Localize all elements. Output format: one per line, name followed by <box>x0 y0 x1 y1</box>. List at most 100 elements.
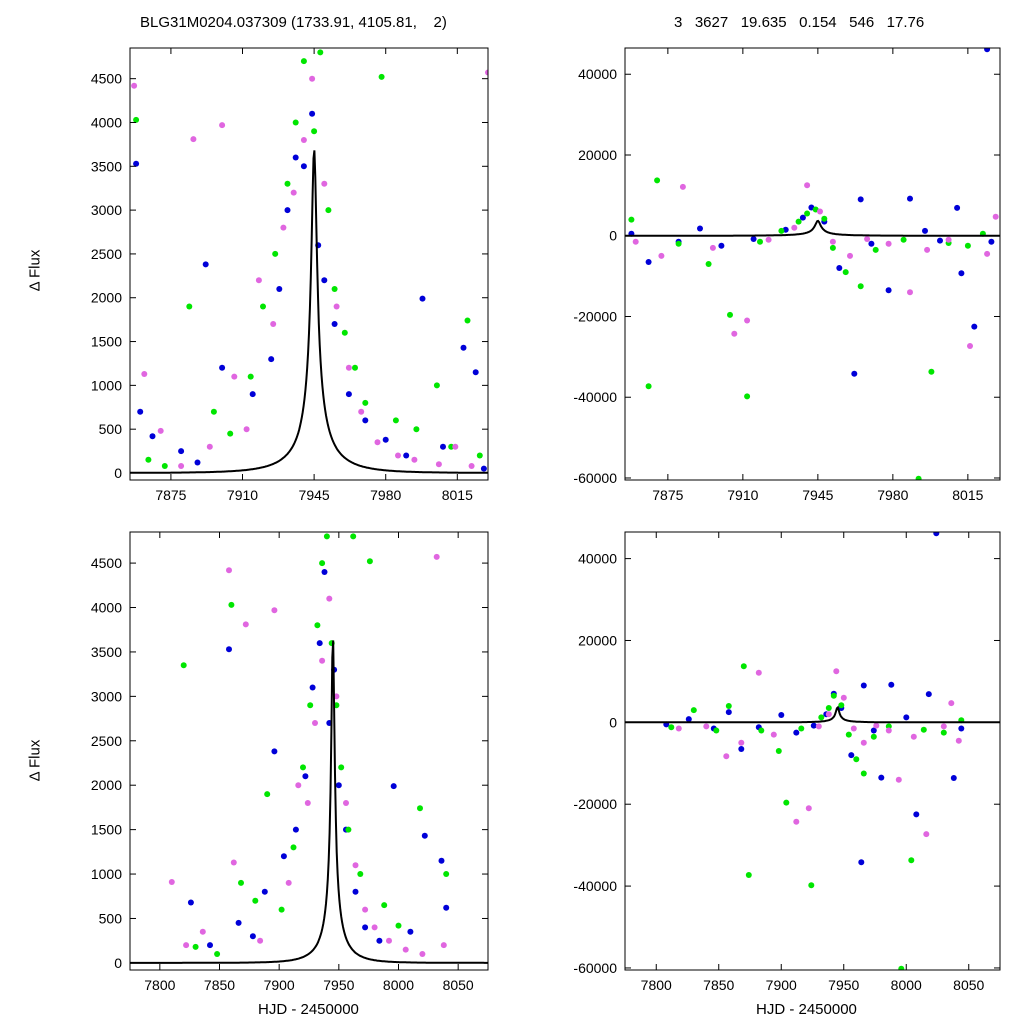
data-point-top-left-s3-19 <box>358 408 365 415</box>
data-point-top-left-s1-1 <box>133 160 140 167</box>
data-point-bottom-right-s2-4 <box>725 703 732 709</box>
data-point-bottom-right-s3-13 <box>850 725 857 732</box>
data-point-bottom-right-s2-1 <box>668 724 675 731</box>
data-point-bottom-right-s2-11 <box>808 882 815 889</box>
ytick-label-top-left-2000: 2000 <box>91 290 122 306</box>
data-point-bottom-left-s1-4 <box>235 919 242 926</box>
ytick-label-top-left-4500: 4500 <box>91 71 122 87</box>
ytick-label-bottom-left-1000: 1000 <box>91 866 122 882</box>
data-point-top-left-s3-26 <box>485 69 488 76</box>
ytick-label-top-right-40000: 40000 <box>578 66 617 82</box>
data-point-top-right-s1-17 <box>922 227 928 234</box>
data-point-top-right-s1-2 <box>645 259 652 265</box>
data-point-top-left-s1-7 <box>219 364 226 371</box>
data-point-top-left-s2-1 <box>133 116 140 123</box>
data-point-bottom-right-s2-19 <box>870 733 877 740</box>
data-point-top-left-s3-1 <box>131 82 138 89</box>
data-point-bottom-right-s2-17 <box>853 756 860 763</box>
panel-bottom-right: 7800 7850 7900 7950 8000 8050 -60000 -40000 -200… <box>573 531 1001 993</box>
data-point-top-left-s2-11 <box>292 119 299 126</box>
xtick-label-bottom-left-7900: 7900 <box>264 977 295 993</box>
data-point-bottom-left-s1-20 <box>376 937 383 944</box>
data-point-bottom-left-s3-21 <box>402 946 409 953</box>
data-point-bottom-right-s3-1 <box>675 725 682 732</box>
ytick-label-top-left-500: 500 <box>99 421 123 437</box>
data-point-top-right-s2-16 <box>857 283 864 290</box>
data-point-top-right-s3-1 <box>632 238 639 245</box>
ytick-label-bottom-right-20000: 20000 <box>578 632 617 648</box>
data-point-bottom-left-s2-21 <box>366 558 373 565</box>
data-point-top-left-s3-13 <box>290 189 297 196</box>
data-point-top-left-s3-2 <box>141 371 148 377</box>
xlabel-bottom-left: HJD - 2450000 <box>258 1001 359 1018</box>
data-point-bottom-left-s2-3 <box>214 951 221 957</box>
data-point-top-right-s2-6 <box>727 311 733 318</box>
data-point-bottom-left-s3-9 <box>285 879 292 886</box>
model-curve-top-left <box>130 150 488 474</box>
data-point-bottom-left-s2-2 <box>192 943 199 950</box>
data-point-bottom-right-s3-6 <box>770 731 777 738</box>
data-point-bottom-left-s1-11 <box>309 684 316 691</box>
xtick-label-top-right-7910: 7910 <box>727 487 758 503</box>
model-curve-top-right <box>625 219 1000 237</box>
data-point-bottom-right-s1-9 <box>810 722 817 729</box>
data-point-bottom-left-s2-22 <box>381 902 388 909</box>
data-point-bottom-right-s3-12 <box>840 694 847 701</box>
xtick-label-top-right-7980: 7980 <box>877 487 908 503</box>
plot-area-bottom-right <box>625 532 1000 970</box>
data-point-bottom-left-s3-7 <box>257 937 264 944</box>
data-point-bottom-right-s2-8 <box>775 748 782 754</box>
data-point-bottom-right-s2-20 <box>885 723 892 730</box>
data-point-top-right-s2-11 <box>804 210 811 217</box>
data-point-top-left-s1-10 <box>276 286 283 292</box>
data-point-top-left-s1-24 <box>460 344 467 351</box>
data-point-top-right-s1-5 <box>718 242 725 249</box>
data-point-bottom-right-s3-9 <box>815 723 822 730</box>
data-point-bottom-right-s3-20 <box>940 723 947 730</box>
panel-bottom-left: 7800 7850 7900 7950 8000 8050 0 500 1000 1500 2000… <box>91 531 489 993</box>
data-point-top-left-s2-26 <box>476 452 483 459</box>
data-point-top-right-s1-11 <box>836 265 843 271</box>
data-point-top-right-s2-10 <box>795 218 802 225</box>
ytick-label-top-left-1000: 1000 <box>91 377 122 393</box>
ytick-label-bottom-left-4500: 4500 <box>91 555 122 571</box>
ytick-label-top-left-1500: 1500 <box>91 334 122 350</box>
ytick-label-top-left-0: 0 <box>114 465 122 481</box>
data-point-top-right-s2-15 <box>842 269 849 276</box>
frame-bottom-right <box>624 531 1001 971</box>
data-point-bottom-left-s3-11 <box>304 800 311 806</box>
data-point-bottom-left-s1-5 <box>249 933 256 940</box>
ytick-label-bottom-left-3500: 3500 <box>91 644 122 660</box>
data-point-top-left-s3-9 <box>243 426 250 433</box>
data-point-bottom-right-s3-18 <box>910 733 917 740</box>
data-point-bottom-left-s1-6 <box>261 888 268 895</box>
data-point-top-right-s3-10 <box>817 208 823 215</box>
xtick-label-bottom-left-8050: 8050 <box>443 977 474 993</box>
data-point-top-left-s2-15 <box>325 207 332 214</box>
data-point-top-right-s2-7 <box>744 393 751 400</box>
data-point-bottom-right-s3-22 <box>955 737 962 744</box>
data-point-bottom-right-s3-11 <box>833 668 840 675</box>
data-point-top-left-s2-17 <box>341 329 348 336</box>
ytick-label-top-left-2500: 2500 <box>91 246 122 262</box>
ytick-label-bottom-right-40000: 40000 <box>578 551 617 567</box>
data-point-top-right-s2-2 <box>645 383 652 390</box>
data-point-bottom-right-s2-22 <box>908 857 915 864</box>
data-point-top-left-s3-18 <box>345 364 352 371</box>
data-point-top-right-s1-20 <box>958 270 965 277</box>
data-point-bottom-left-s3-4 <box>226 567 232 574</box>
data-point-bottom-left-s2-5 <box>238 879 244 886</box>
data-point-top-left-s1-14 <box>309 110 316 117</box>
data-point-bottom-left-s2-6 <box>252 897 259 904</box>
data-point-top-right-s2-18 <box>900 236 907 243</box>
data-point-top-left-s1-25 <box>472 369 479 376</box>
data-point-bottom-right-s1-14 <box>858 859 865 866</box>
data-point-bottom-left-s1-25 <box>443 904 450 911</box>
data-point-top-right-s3-2 <box>658 252 665 259</box>
data-point-bottom-right-s1-4 <box>725 709 732 716</box>
data-point-bottom-left-s3-22 <box>419 951 426 957</box>
data-point-top-right-s2-22 <box>964 242 971 249</box>
data-point-top-left-s3-21 <box>395 452 401 459</box>
ytick-label-bottom-left-1500: 1500 <box>91 822 122 838</box>
data-point-top-left-s2-20 <box>378 73 385 80</box>
